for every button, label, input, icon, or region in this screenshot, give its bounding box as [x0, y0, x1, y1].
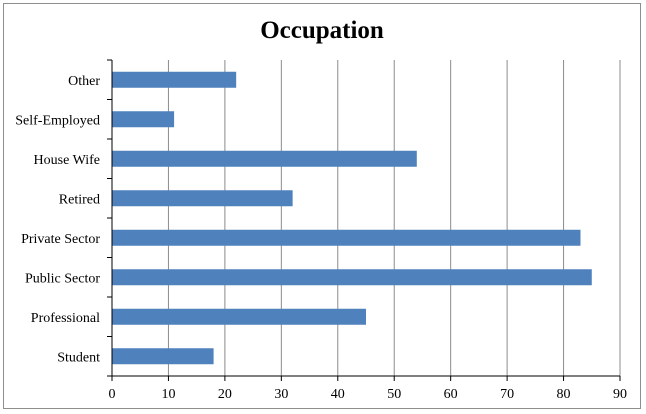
- bar: [112, 190, 293, 207]
- category-label: Self-Employed: [15, 113, 100, 128]
- x-tick-label: 90: [613, 387, 627, 402]
- category-label: Professional: [31, 311, 100, 326]
- x-tick-label: 80: [557, 387, 571, 402]
- chart-frame: [3, 3, 641, 409]
- category-label: Retired: [59, 192, 100, 207]
- bar: [112, 229, 581, 246]
- bar: [112, 111, 175, 128]
- x-tick-label: 40: [331, 387, 345, 402]
- category-label: Other: [68, 74, 100, 89]
- bar: [112, 150, 417, 167]
- x-tick-label: 30: [274, 387, 288, 402]
- bar: [112, 269, 592, 286]
- bar: [112, 348, 214, 365]
- bar: [112, 308, 366, 325]
- category-label: Student: [57, 350, 100, 365]
- bars: [112, 71, 592, 365]
- chart-title: Occupation: [260, 17, 384, 44]
- x-tick-labels: 0 10 20 30 40 50 60 70 80 90: [109, 387, 628, 402]
- x-tick-label: 0: [109, 387, 116, 402]
- category-labels: Student Professional Public Sector Private …: [15, 74, 100, 366]
- category-label: Public Sector: [25, 271, 100, 286]
- x-tick-label: 10: [161, 387, 175, 402]
- x-tick-label: 60: [444, 387, 458, 402]
- x-tick-label: 50: [387, 387, 401, 402]
- x-tick-label: 20: [218, 387, 232, 402]
- gridlines: [167, 60, 621, 376]
- axes: [107, 59, 621, 381]
- x-tick-label: 70: [500, 387, 514, 402]
- bar: [112, 71, 237, 88]
- category-label: House Wife: [34, 153, 100, 168]
- category-label: Private Sector: [21, 232, 100, 247]
